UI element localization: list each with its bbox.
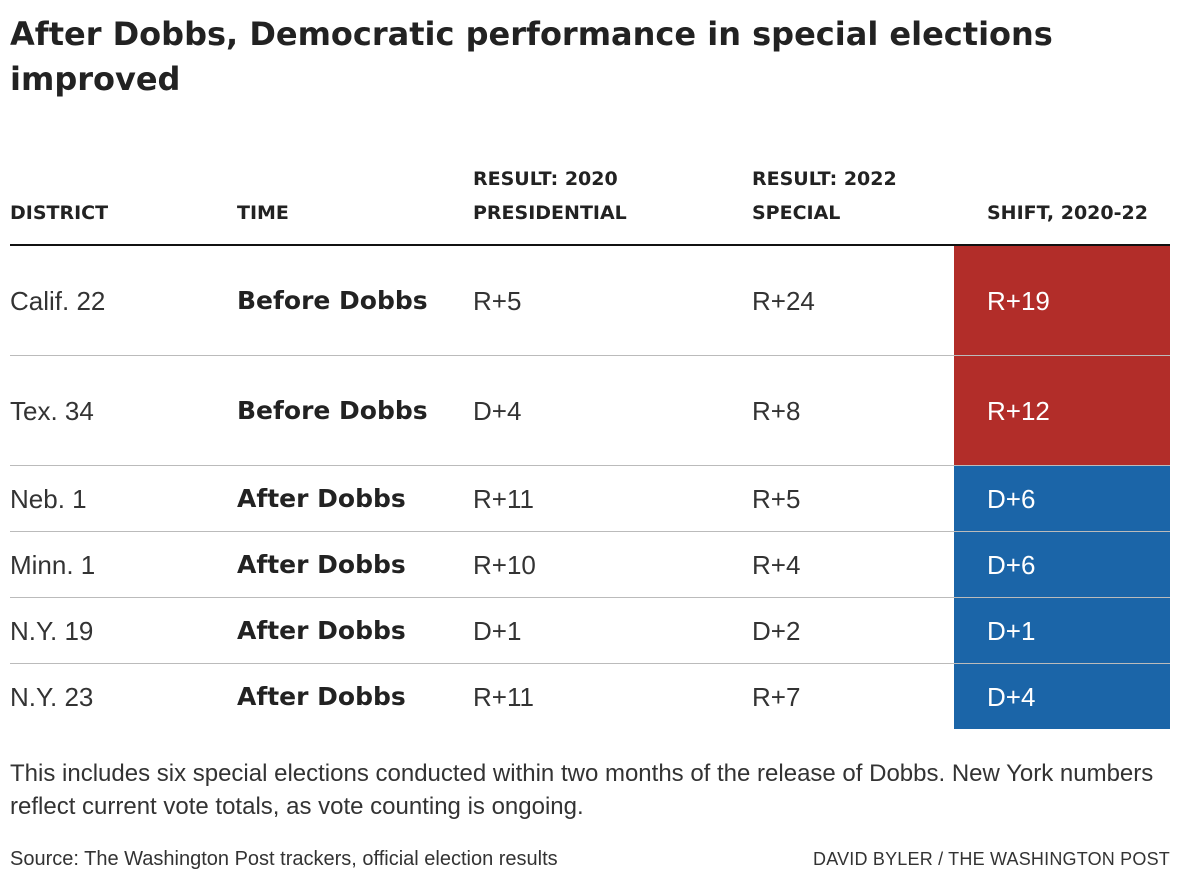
result-2022-cell: D+2 [752, 597, 954, 664]
result-2022-cell: R+24 [752, 245, 954, 356]
column-header-district: DISTRICT [10, 154, 237, 246]
district-cell: Calif. 22 [10, 245, 237, 356]
footnote: This includes six special elections cond… [10, 760, 1154, 820]
result-2020-cell: D+1 [473, 597, 752, 664]
shift-cell: D+6 [954, 465, 1170, 532]
result-2020-cell: D+4 [473, 355, 752, 466]
result-2022-cell: R+4 [752, 531, 954, 598]
chart-title: After Dobbs, Democratic performance in s… [10, 15, 1053, 98]
table-row: Minn. 1 After Dobbs R+10 R+4 D+6 [10, 531, 1170, 598]
district-cell: Neb. 1 [10, 465, 237, 532]
time-cell: Before Dobbs [237, 355, 473, 466]
source-line: Source: The Washington Post trackers, of… [10, 848, 558, 870]
result-2022-cell: R+7 [752, 681, 801, 712]
shift-cell: D+6 [954, 531, 1170, 598]
district-cell: N.Y. 19 [10, 597, 237, 664]
table-row: N.Y. 23 After Dobbs R+11 R+7 D+4 [10, 663, 1170, 729]
result-2020-cell: R+11 [473, 465, 752, 532]
result-2022-cell: R+8 [752, 355, 954, 466]
credit-line: DAVID BYLER / THE WASHINGTON POST [813, 849, 1170, 869]
header-row: DISTRICT TIME RESULT: 2020 PRESIDENTIAL … [10, 154, 1170, 246]
shift-cell: R+12 [954, 355, 1170, 466]
time-cell: After Dobbs [237, 465, 473, 532]
table-row: Tex. 34 Before Dobbs D+4 R+8 R+12 [10, 355, 1170, 466]
district-cell: Tex. 34 [10, 355, 237, 466]
result-2020-cell: R+5 [473, 245, 752, 356]
column-header-shift: SHIFT, 2020-22 [954, 154, 1170, 246]
shift-cell: D+1 [954, 597, 1170, 664]
column-header-result-2022: RESULT: 2022 SPECIAL [752, 154, 954, 246]
time-cell: Before Dobbs [237, 245, 473, 356]
result-2020-cell: R+11 [473, 681, 534, 712]
table-row: Neb. 1 After Dobbs R+11 R+5 D+6 [10, 465, 1170, 532]
table-row: N.Y. 19 After Dobbs D+1 D+2 D+1 [10, 597, 1170, 664]
time-cell: After Dobbs [237, 681, 406, 711]
shift-cell: D+4 [954, 663, 1170, 729]
time-cell: After Dobbs [237, 531, 473, 598]
column-header-result-2020: RESULT: 2020 PRESIDENTIAL [473, 154, 752, 246]
district-cell: Minn. 1 [10, 531, 237, 598]
shift-cell: R+19 [954, 245, 1170, 356]
result-2022-cell: R+5 [752, 465, 954, 532]
table-body: Calif. 22 Before Dobbs R+5 R+24 R+19 Tex. 34 B… [10, 245, 1170, 729]
column-header-time: TIME [237, 154, 473, 246]
result-2020-cell: R+10 [473, 531, 752, 598]
table-row: Calif. 22 Before Dobbs R+5 R+24 R+19 [10, 245, 1170, 356]
district-cell: N.Y. 23 [10, 681, 94, 712]
time-cell: After Dobbs [237, 597, 473, 664]
results-table: DISTRICT TIME RESULT: 2020 PRESIDENTIAL … [10, 154, 1170, 729]
